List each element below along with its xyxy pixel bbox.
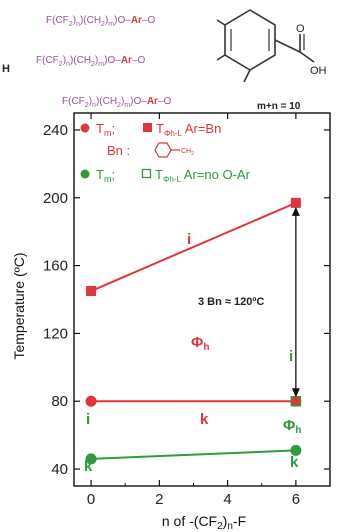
series-1-point: [85, 395, 97, 407]
series-0-segment: [90, 201, 297, 292]
left-fragment: H: [2, 63, 10, 75]
chain-formula-3: F(CF2)n)(CH2)m)O–Ar–O: [62, 96, 171, 109]
legend-red-square-marker: [143, 123, 152, 132]
series-2-segment: [91, 449, 296, 460]
y-tick-label: 240: [43, 122, 68, 139]
x-tick-label: 4: [223, 491, 231, 508]
legend-green-entry-rest: TΦh-L Ar=no O-Ar: [155, 167, 251, 184]
green-isotropic-label: i: [86, 411, 90, 428]
red-crystal-label: k: [200, 411, 209, 428]
legend-red-circle-marker: [80, 123, 90, 133]
right-isotropic-label: i: [289, 348, 293, 365]
acid-hydroxyl: OH: [310, 65, 327, 77]
green-crystal-label-left: k: [84, 458, 93, 475]
gap-annotation: 3 Bn ≈ 120ºC: [198, 296, 264, 308]
benzene-ring: [224, 9, 276, 71]
molecular-structure: H O OH F(CF2)n)(CH2)m)O–Ar–O F(CF2)n)(CH…: [2, 9, 327, 112]
red-isotropic-label: i: [187, 231, 191, 248]
x-tick-label: 2: [155, 491, 163, 508]
green-hexagonal-label: Φh: [283, 417, 301, 436]
plot-frame: [73, 112, 331, 487]
gap-arrow-head-top: [291, 206, 300, 216]
carboxyl-bond: [274, 39, 301, 53]
phase-annotations: i Φh k 3 Bn ≈ 120ºC i i Φh k k: [84, 231, 301, 475]
legend: Tm; TΦh-L Ar=Bn Bn : CH2 Tm; TΦh-L Ar=no…: [80, 121, 251, 184]
legend-green-open-square-marker: [141, 168, 152, 179]
y-tick-label: 160: [43, 258, 68, 275]
legend-red-entry: Tm;: [96, 121, 115, 138]
green-crystal-label-right: k: [290, 454, 299, 471]
y-tick-label: 40: [51, 461, 68, 478]
plot-area: 40 80 120 160 200 240 0 2 4 6: [43, 112, 331, 508]
y-axis-title: Temperature (ºC): [11, 252, 27, 359]
legend-bn-label: Bn :: [107, 143, 130, 158]
constraint-label: m+n = 10: [257, 101, 301, 112]
red-hexagonal-label: Φh: [191, 334, 209, 353]
x-tick-label: 0: [87, 491, 95, 508]
ether-bond: [243, 69, 251, 83]
series-2-point: [85, 453, 97, 465]
x-tick-label: 6: [292, 491, 300, 508]
ether-bond: [216, 19, 226, 26]
acid-oxygen: O: [296, 23, 305, 35]
benzyl-ch2: CH2: [181, 148, 194, 157]
series-1-point: [290, 395, 302, 407]
chain-formula-2: F(CF2)n)(CH2)m)O–Ar–O: [36, 55, 145, 68]
benzyl-ring-icon: [154, 142, 172, 158]
chain-formula-1: F(CF2)n)(CH2)m)O–Ar–O: [46, 15, 155, 28]
y-tick-label: 200: [43, 190, 68, 207]
hydroxyl-bond: [299, 51, 315, 63]
series-0-point: [290, 197, 301, 208]
legend-green-entry: Tm;: [96, 167, 115, 184]
ether-bond: [216, 54, 226, 61]
legend-red-entry-rest: TΦh-L Ar=Bn: [156, 121, 221, 138]
y-tick-label: 120: [43, 325, 68, 342]
series-2-point: [290, 444, 302, 456]
legend-green-circle-marker: [80, 169, 90, 179]
x-axis-title: n of -(CF2)n-F: [162, 513, 246, 532]
y-tick-label: 80: [51, 393, 68, 410]
series-0-point: [86, 286, 97, 297]
gap-arrow-head-bottom: [291, 388, 300, 398]
